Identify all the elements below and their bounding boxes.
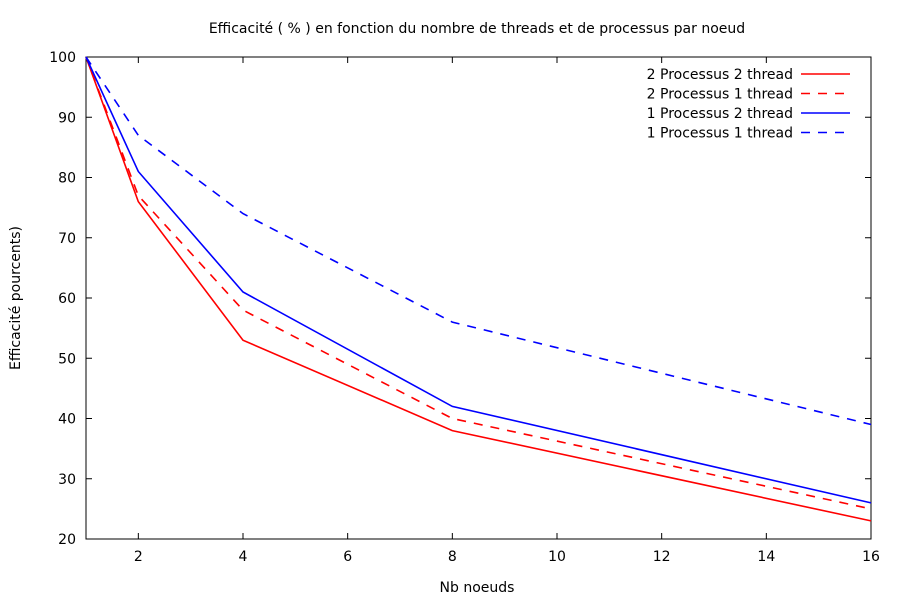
legend-label: 2 Processus 1 thread xyxy=(647,87,793,103)
x-tick-label: 2 xyxy=(134,549,143,565)
y-tick-label: 50 xyxy=(58,351,76,367)
series-line xyxy=(85,56,872,510)
y-axis: 20 30 40 50 60 70 80 90 100 xyxy=(49,50,871,548)
series-lines xyxy=(85,56,872,522)
series-line xyxy=(85,56,872,504)
x-tick-label: 6 xyxy=(343,549,352,565)
x-tick-label: 10 xyxy=(548,549,566,565)
legend-label: 2 Processus 2 thread xyxy=(647,67,793,83)
x-axis-label: Nb noeuds xyxy=(440,580,515,596)
legend-label: 1 Processus 1 thread xyxy=(647,126,793,142)
y-tick-label: 30 xyxy=(58,472,76,488)
y-axis-label: Efficacité pourcents) xyxy=(8,226,24,370)
x-tick-label: 4 xyxy=(239,549,248,565)
series-line xyxy=(85,56,872,426)
y-tick-label: 100 xyxy=(49,50,76,66)
x-axis: 2 4 6 8 10 12 14 16 xyxy=(134,57,880,565)
y-tick-label: 20 xyxy=(58,532,76,548)
chart-title: Efficacité ( % ) en fonction du nombre d… xyxy=(209,21,745,37)
y-tick-label: 40 xyxy=(58,412,76,428)
y-tick-label: 60 xyxy=(58,291,76,307)
legend-label: 1 Processus 2 thread xyxy=(647,106,793,122)
y-tick-label: 70 xyxy=(58,231,76,247)
series-line xyxy=(85,56,872,522)
y-tick-label: 80 xyxy=(58,171,76,187)
legend: 2 Processus 2 thread 2 Processus 1 thread… xyxy=(647,67,850,142)
y-tick-label: 90 xyxy=(58,110,76,126)
x-tick-label: 14 xyxy=(757,549,775,565)
x-tick-label: 8 xyxy=(448,549,457,565)
x-tick-label: 12 xyxy=(653,549,671,565)
x-tick-label: 16 xyxy=(862,549,880,565)
